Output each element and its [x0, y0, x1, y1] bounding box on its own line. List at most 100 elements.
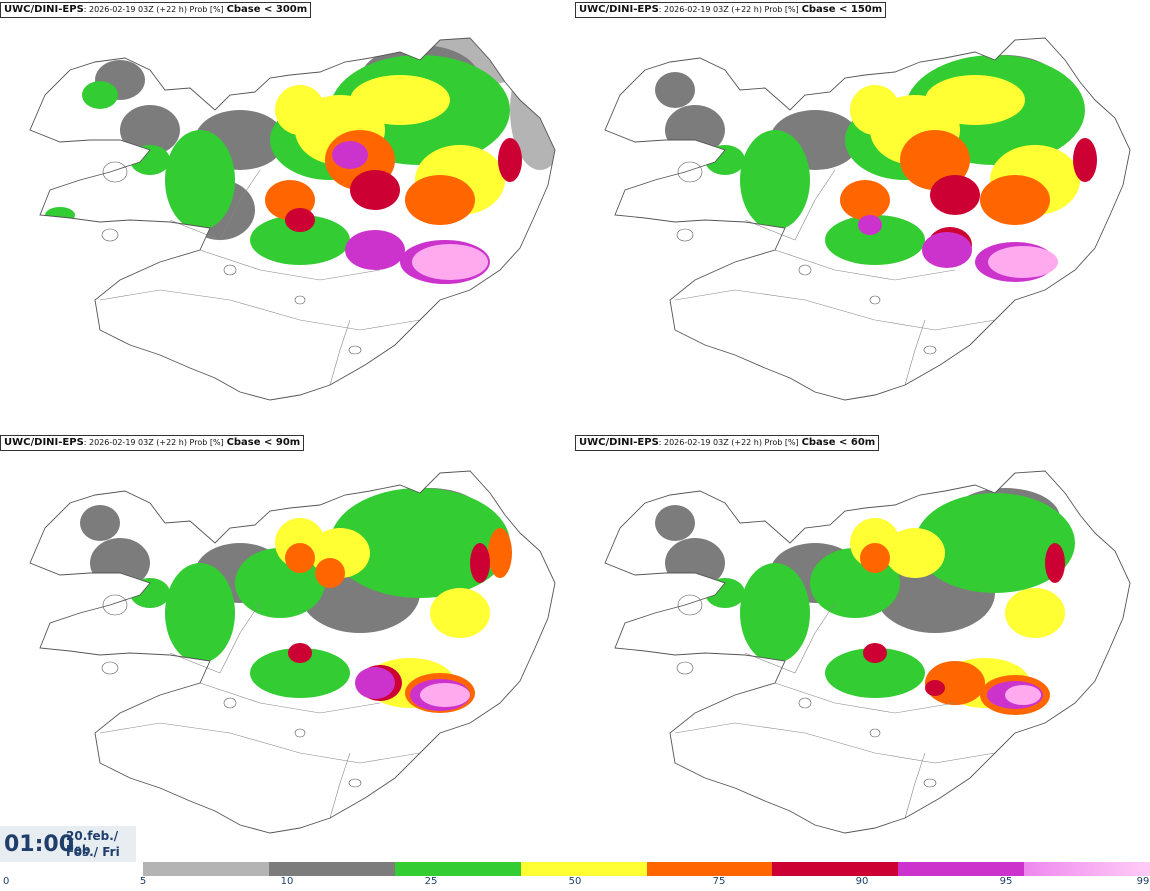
lake-outline: [676, 228, 694, 242]
colorbar-segment: [268, 862, 395, 876]
iceland-map: [604, 470, 1131, 834]
road-line: [169, 169, 261, 241]
probability-area: [705, 145, 745, 175]
probability-area: [705, 578, 745, 608]
probability-area: [885, 528, 945, 578]
run-info: : 2026-02-19 03Z (+22 h) Prob [%]: [83, 5, 224, 14]
probability-area: [488, 528, 512, 578]
probability-area: [665, 105, 725, 155]
probability-area: [340, 38, 420, 50]
run-info: : 2026-02-19 03Z (+22 h) Prob [%]: [83, 438, 224, 447]
probability-area: [740, 563, 810, 663]
probability-area: [45, 207, 75, 223]
probability-area: [330, 488, 510, 598]
model-name: UWC/DINI-EPS: [579, 4, 659, 15]
coastline: [29, 37, 556, 401]
lake-outline: [294, 295, 306, 305]
lake-outline: [294, 728, 306, 738]
lake-outline: [869, 728, 881, 738]
valid-time: 01:00: [4, 832, 75, 857]
colorbar-tick-label: 5: [139, 876, 147, 887]
probability-area: [250, 648, 350, 698]
lake-outline: [101, 228, 119, 242]
map-panel-150m: UWC/DINI-EPS: 2026-02-19 03Z (+22 h) Pro…: [575, 0, 1150, 435]
probability-area: [355, 667, 395, 699]
probability-area: [315, 558, 345, 588]
probability-area: [410, 0, 450, 30]
road-line: [744, 602, 836, 674]
coastline: [29, 470, 556, 834]
probability-area: [925, 75, 1025, 125]
probability-area: [82, 81, 118, 109]
lake-outline: [348, 778, 362, 788]
valid-date: 20.feb./ Feb: [66, 829, 119, 857]
probability-area: [863, 643, 887, 663]
probability-area: [655, 505, 695, 541]
probability-area: [1005, 685, 1041, 705]
lake-outline: [677, 161, 703, 183]
probability-area: [825, 648, 925, 698]
probability-colorbar: [143, 862, 1150, 876]
lake-outline: [798, 697, 812, 709]
probability-area: [740, 130, 810, 230]
road-line: [169, 602, 261, 674]
colorbar-segment: [394, 862, 521, 876]
probability-area: [165, 563, 235, 663]
model-name: UWC/DINI-EPS: [4, 437, 84, 448]
variable-label: Cbase < 60m: [801, 437, 876, 448]
lake-outline: [869, 295, 881, 305]
lake-outline: [798, 264, 812, 276]
road-line: [199, 249, 381, 281]
lake-outline: [923, 778, 937, 788]
panel-title: UWC/DINI-EPS: 2026-02-19 03Z (+22 h) Pro…: [575, 2, 887, 18]
lake-outline: [223, 697, 237, 709]
probability-area: [405, 175, 475, 225]
lake-outline: [348, 345, 362, 355]
probability-area: [90, 538, 150, 588]
probability-area: [420, 683, 470, 707]
lake-outline: [677, 594, 703, 616]
lake-outline: [923, 345, 937, 355]
probability-area: [275, 85, 325, 135]
probability-area: [285, 208, 315, 232]
road-line: [99, 289, 421, 331]
colorbar-tick-label: 90: [855, 876, 869, 887]
probability-area: [1073, 138, 1097, 182]
variable-label: Cbase < 300m: [226, 4, 308, 15]
probability-area: [288, 643, 312, 663]
probability-area: [922, 232, 972, 268]
lake-outline: [102, 161, 128, 183]
panel-title: UWC/DINI-EPS: 2026-02-19 03Z (+22 h) Pro…: [575, 435, 880, 451]
probability-area: [350, 170, 400, 210]
probability-area: [840, 180, 890, 220]
colorbar-segment: [143, 862, 269, 876]
map-panel-60m: UWC/DINI-EPS: 2026-02-19 03Z (+22 h) Pro…: [575, 433, 1150, 868]
probability-area: [165, 130, 235, 230]
coastline: [604, 470, 1131, 834]
road-line: [329, 752, 351, 819]
probability-area: [285, 543, 315, 573]
probability-area: [1045, 543, 1065, 583]
road-line: [904, 752, 926, 819]
lake-outline: [676, 661, 694, 675]
road-line: [99, 722, 421, 764]
probability-area: [80, 505, 120, 541]
run-info: : 2026-02-19 03Z (+22 h) Prob [%]: [658, 5, 799, 14]
road-line: [744, 169, 836, 241]
probability-area: [900, 130, 970, 190]
probability-area: [850, 85, 900, 135]
colorbar-tick-label: 75: [712, 876, 726, 887]
run-info: : 2026-02-19 03Z (+22 h) Prob [%]: [658, 438, 799, 447]
probability-area: [498, 138, 522, 182]
road-line: [674, 289, 996, 331]
road-line: [774, 249, 956, 281]
colorbar-tick-label: 50: [568, 876, 582, 887]
lake-outline: [102, 594, 128, 616]
iceland-map: [604, 37, 1131, 401]
colorbar-segment: [646, 862, 773, 876]
map-panel-90m: UWC/DINI-EPS: 2026-02-19 03Z (+22 h) Pro…: [0, 433, 575, 868]
colorbar-tick-label: 10: [280, 876, 294, 887]
lake-outline: [101, 661, 119, 675]
probability-area: [825, 215, 925, 265]
probability-area: [915, 493, 1075, 593]
